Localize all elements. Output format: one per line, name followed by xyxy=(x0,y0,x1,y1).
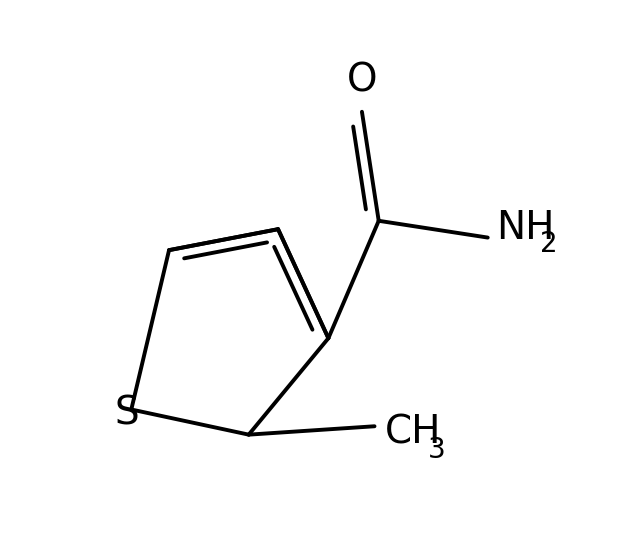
Text: S: S xyxy=(115,395,140,433)
Text: CH: CH xyxy=(385,414,441,452)
Text: 3: 3 xyxy=(428,436,446,464)
Text: 2: 2 xyxy=(540,230,557,258)
Text: NH: NH xyxy=(496,209,555,247)
Text: O: O xyxy=(347,61,377,99)
